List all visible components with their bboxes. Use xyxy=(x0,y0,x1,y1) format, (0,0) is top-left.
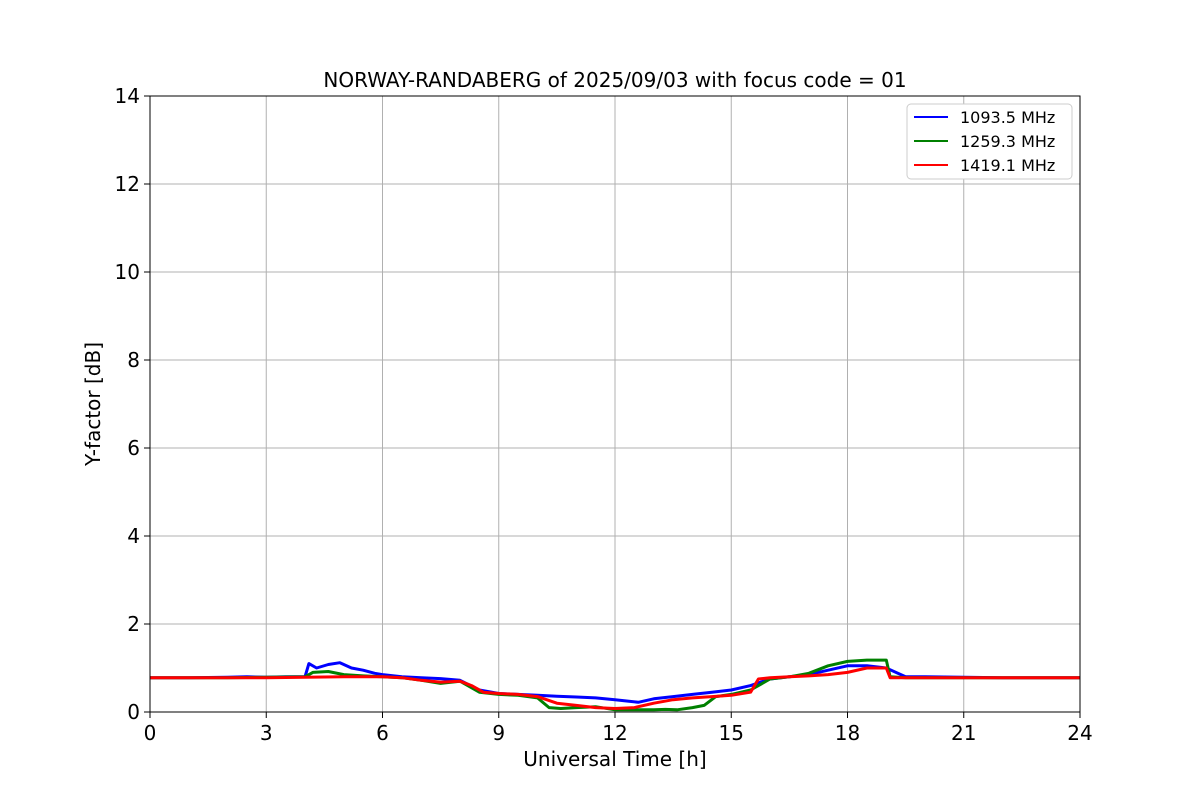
legend-box xyxy=(906,103,1073,180)
x-tick-label: 3 xyxy=(260,721,273,745)
x-axis-label: Universal Time [h] xyxy=(523,747,706,771)
chart-title: NORWAY-RANDABERG of 2025/09/03 with focu… xyxy=(323,68,906,92)
series-line-2 xyxy=(150,658,1080,712)
legend: 1093.5 MHz 1259.3 MHz 1419.1 MHz xyxy=(906,103,1073,180)
x-tick-label: 21 xyxy=(951,721,976,745)
x-tick-label: 24 xyxy=(1067,721,1092,745)
y-tick-label: 0 xyxy=(127,700,140,724)
x-tick-label: 6 xyxy=(376,721,389,745)
y-tick-label: 8 xyxy=(127,348,140,372)
y-axis-label: Y-factor [dB] xyxy=(81,342,105,467)
x-tick-label: 12 xyxy=(602,721,627,745)
legend-entry: 1093.5 MHz xyxy=(960,108,1055,127)
y-tick-label: 10 xyxy=(115,260,140,284)
series-layer xyxy=(150,658,1080,712)
y-tick-label: 6 xyxy=(127,436,140,460)
y-tick-label: 14 xyxy=(115,84,140,108)
x-tick-label: 9 xyxy=(492,721,505,745)
series-line-1 xyxy=(150,661,1080,704)
x-tick-label: 18 xyxy=(835,721,860,745)
x-tick-label: 15 xyxy=(719,721,744,745)
legend-entry: 1259.3 MHz xyxy=(960,132,1055,151)
x-tick-label: 0 xyxy=(144,721,157,745)
series-line-3 xyxy=(150,666,1080,710)
legend-entry: 1419.1 MHz xyxy=(960,156,1055,175)
y-tick-label: 12 xyxy=(115,172,140,196)
y-tick-label: 4 xyxy=(127,524,140,548)
y-tick-label: 2 xyxy=(127,612,140,636)
